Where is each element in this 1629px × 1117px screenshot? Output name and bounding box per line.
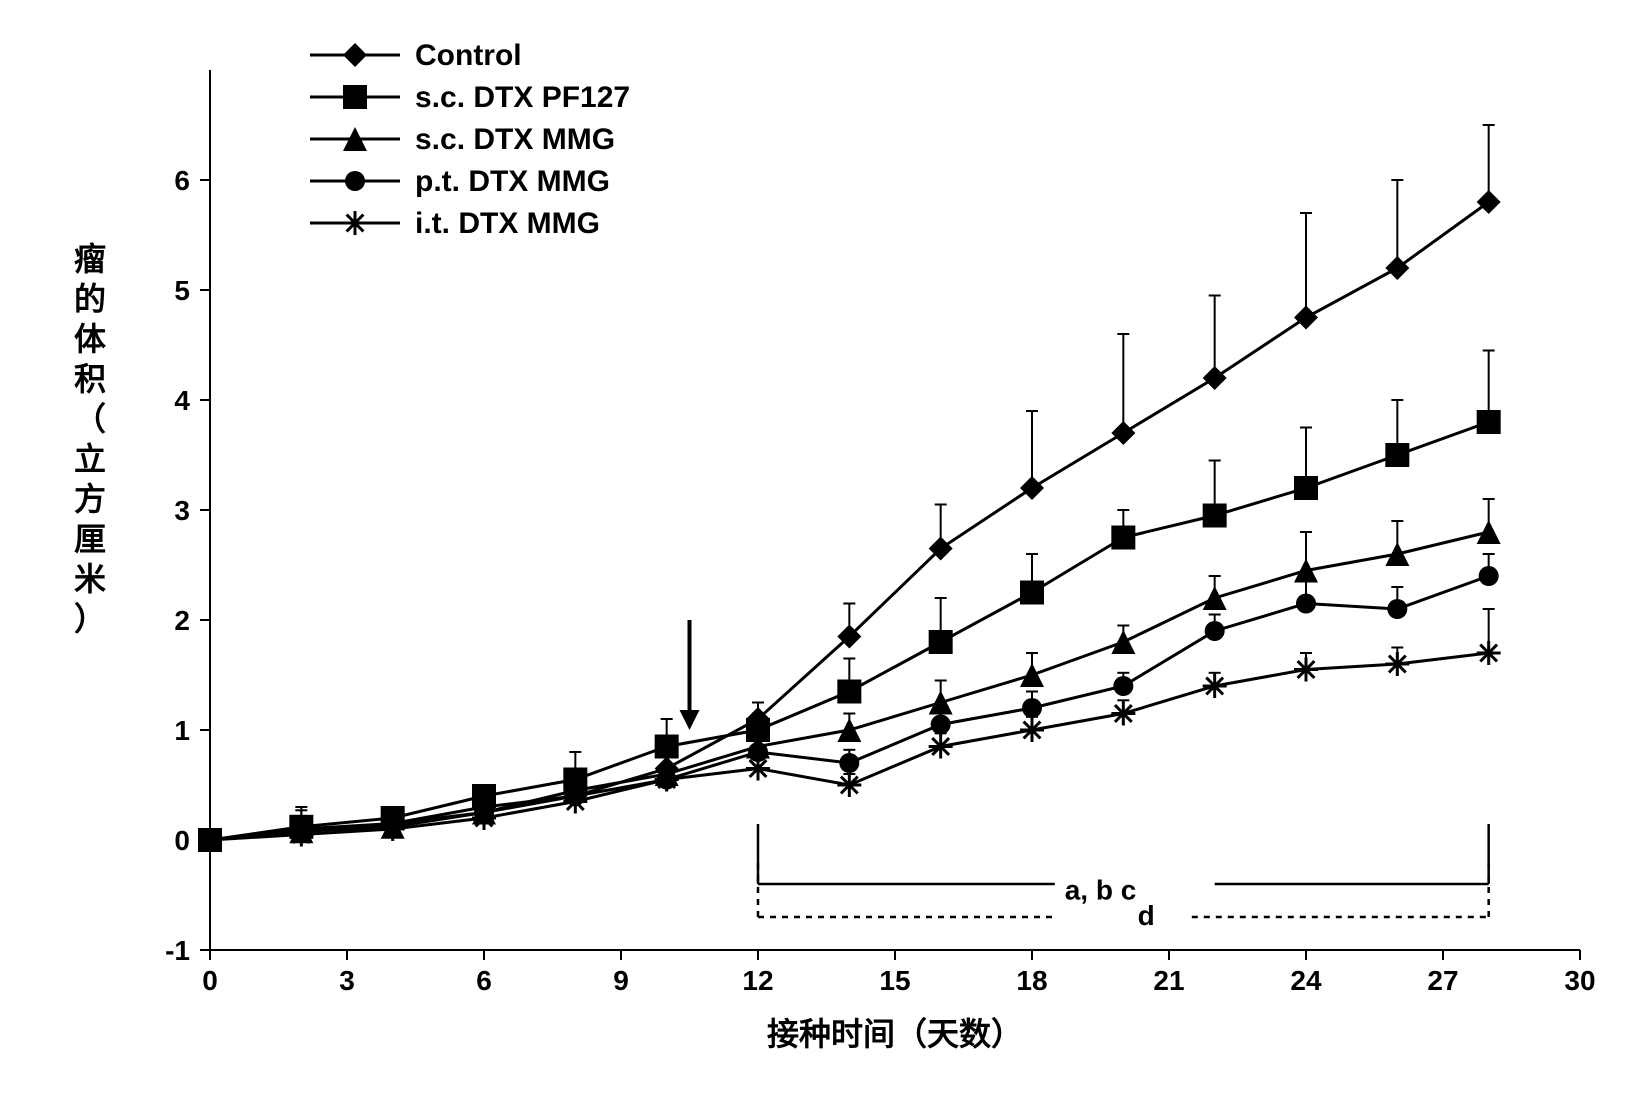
svg-text:）: ） bbox=[74, 601, 106, 637]
svg-text:4: 4 bbox=[174, 385, 190, 416]
svg-text:米: 米 bbox=[74, 561, 106, 597]
svg-text:0: 0 bbox=[174, 825, 190, 856]
svg-text:15: 15 bbox=[879, 965, 910, 996]
svg-text:0: 0 bbox=[202, 965, 218, 996]
svg-text:p.t. DTX MMG: p.t. DTX MMG bbox=[415, 165, 610, 198]
svg-text:27: 27 bbox=[1427, 965, 1458, 996]
svg-text:立: 立 bbox=[74, 441, 106, 477]
svg-text:21: 21 bbox=[1153, 965, 1184, 996]
svg-text:a, b c: a, b c bbox=[1065, 875, 1137, 906]
svg-text:接种时间（天数）: 接种时间（天数） bbox=[767, 1016, 1023, 1052]
svg-text:24: 24 bbox=[1290, 965, 1322, 996]
svg-text:瘤: 瘤 bbox=[74, 241, 106, 277]
svg-text:积: 积 bbox=[74, 361, 106, 397]
svg-text:Control: Control bbox=[415, 39, 522, 72]
chart-container: -10123456036912151821242730瘤的体积（立方厘米）接种时… bbox=[20, 20, 1629, 1097]
svg-text:6: 6 bbox=[476, 965, 492, 996]
svg-text:s.c. DTX PF127: s.c. DTX PF127 bbox=[415, 81, 630, 114]
svg-text:30: 30 bbox=[1564, 965, 1595, 996]
svg-text:（: （ bbox=[74, 401, 106, 437]
svg-text:s.c. DTX MMG: s.c. DTX MMG bbox=[415, 123, 615, 156]
svg-text:体: 体 bbox=[74, 321, 106, 357]
svg-text:2: 2 bbox=[174, 605, 190, 636]
svg-text:d: d bbox=[1138, 900, 1155, 931]
svg-text:12: 12 bbox=[742, 965, 773, 996]
svg-text:厘: 厘 bbox=[74, 521, 106, 557]
svg-text:6: 6 bbox=[174, 165, 190, 196]
svg-text:方: 方 bbox=[74, 481, 106, 517]
svg-text:3: 3 bbox=[339, 965, 355, 996]
svg-text:9: 9 bbox=[613, 965, 629, 996]
svg-text:5: 5 bbox=[174, 275, 190, 306]
line-chart: -10123456036912151821242730瘤的体积（立方厘米）接种时… bbox=[20, 20, 1629, 1097]
svg-text:i.t. DTX MMG: i.t. DTX MMG bbox=[415, 207, 600, 240]
svg-text:1: 1 bbox=[174, 715, 190, 746]
svg-text:-1: -1 bbox=[165, 935, 190, 966]
svg-text:的: 的 bbox=[74, 281, 106, 317]
svg-text:3: 3 bbox=[174, 495, 190, 526]
svg-text:18: 18 bbox=[1016, 965, 1047, 996]
